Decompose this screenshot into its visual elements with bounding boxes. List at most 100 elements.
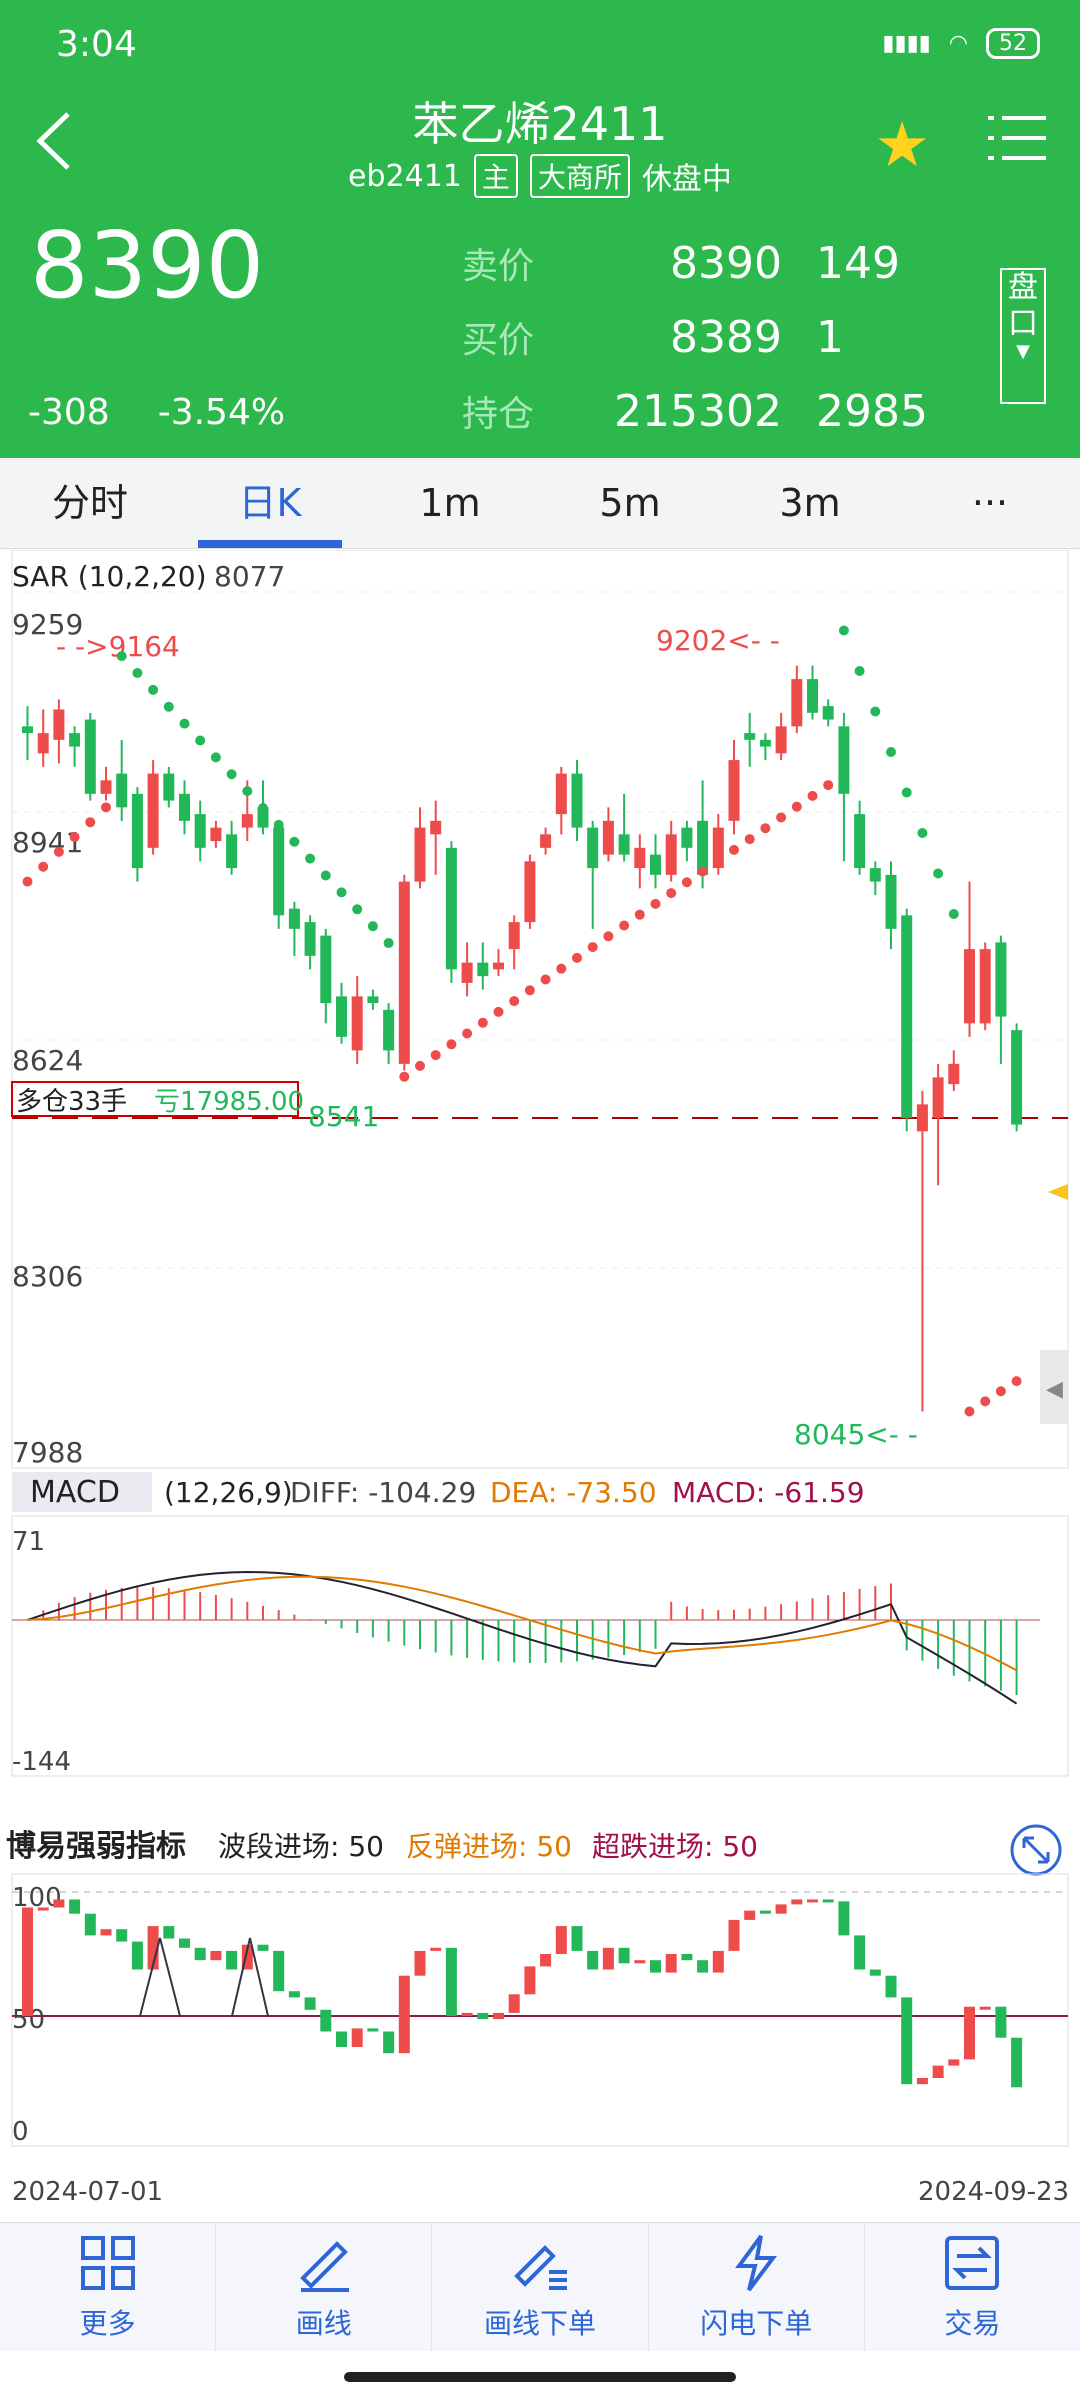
power-bar [210, 1950, 222, 1961]
pankou-button[interactable]: 盘口 ▼ [1000, 268, 1046, 404]
power-bar [37, 1907, 49, 1911]
sar-dot [38, 861, 49, 872]
sar-dot [446, 1039, 457, 1050]
quote-header: 3:04 ▮▮▮▮ ◠ 52 苯乙烯2411 eb2411 主 大商所 休盘中 … [0, 0, 1080, 458]
status-icons: ▮▮▮▮ ◠ 52 [882, 28, 1040, 59]
candle-body [257, 807, 269, 828]
power-bar [477, 2012, 489, 2020]
home-indicator[interactable] [344, 2372, 736, 2382]
chevron-left-icon: ◀ [1046, 1377, 1063, 1402]
sar-dot [226, 769, 237, 780]
tab-3m[interactable]: 3m [779, 481, 841, 525]
sar-dot [22, 876, 33, 887]
collapse-handle[interactable] [1040, 1350, 1068, 1424]
nav-draw-order[interactable]: 画线下单 [432, 2223, 649, 2351]
power-bar [508, 1994, 520, 2013]
power-bar [885, 1975, 897, 1998]
power-a: 波段进场: 50 [218, 1830, 384, 1863]
power-bar [100, 1929, 112, 1936]
macd-tab[interactable] [12, 1472, 152, 1512]
nav-trade[interactable]: 交易 [865, 2223, 1080, 2351]
candle-body [53, 709, 65, 740]
candle-body [916, 1104, 928, 1132]
power-bar [163, 1926, 175, 1939]
bid-volume: 1 [816, 311, 844, 363]
power-bar [351, 2028, 363, 2047]
lightning-icon [735, 2234, 778, 2292]
power-y-100: 100 [12, 1883, 62, 1913]
nav-more[interactable]: 更多 [0, 2223, 217, 2351]
candle-body [351, 996, 363, 1051]
sar-dot [1011, 1376, 1022, 1387]
nav-flash-order[interactable]: 闪电下单 [649, 2223, 865, 2351]
status-time: 3:04 [56, 24, 137, 65]
tab-timeshare[interactable]: 分时 [51, 481, 128, 525]
sar-dot [776, 812, 787, 823]
power-bar [869, 1969, 881, 1976]
kline-chart[interactable]: SAR (10,2,20) 8077 9259 8941 8624 8306 7… [0, 550, 1080, 2220]
back-icon[interactable] [22, 106, 92, 176]
macd-label: MACD [30, 1475, 120, 1510]
sar-dot [901, 787, 912, 798]
menu-icon[interactable] [988, 110, 1046, 166]
sar-dot [462, 1028, 473, 1039]
power-bar [336, 2031, 347, 2047]
sar-dot [619, 920, 630, 931]
market-status: 休盘中 [641, 162, 732, 197]
candle-body [273, 827, 285, 916]
power-bar [288, 1991, 300, 1998]
sar-dot [964, 1406, 975, 1417]
main-chart-frame [11, 550, 1069, 1469]
oi-change: 2985 [816, 385, 928, 437]
nav-flash-label: 闪电下单 [700, 2307, 813, 2340]
candle-body [791, 679, 803, 727]
candle-body [555, 773, 567, 815]
power-bar [979, 2006, 991, 2010]
sar-value: 8077 [214, 560, 285, 593]
oi-label: 持仓 [462, 394, 535, 435]
candle-body [587, 827, 599, 869]
power-bar [602, 1947, 614, 1970]
power-bar [414, 1950, 426, 1976]
power-bar [304, 1997, 316, 2010]
sar-dot [352, 904, 363, 915]
power-bar [226, 1950, 238, 1970]
candle-body [681, 827, 693, 848]
candle-body [461, 962, 473, 983]
candle-body [932, 1077, 944, 1118]
candle-body [304, 922, 316, 956]
position-box[interactable] [11, 1081, 299, 1117]
power-b: 反弹进场: 50 [406, 1830, 572, 1863]
candle-body [163, 773, 175, 801]
macd-frame [11, 1515, 1069, 1777]
pnl-label: 亏17985.00 [154, 1087, 304, 1117]
sar-dot [101, 802, 111, 813]
candle-body [822, 706, 834, 720]
power-bar [665, 1954, 677, 1973]
sar-dot [242, 786, 253, 797]
power-bar [22, 1907, 33, 2016]
sar-dot [289, 836, 300, 847]
tab-daily-k[interactable]: 日K [180, 458, 360, 548]
date-start: 2024-07-01 [12, 2177, 163, 2207]
tab-1m[interactable]: 1m [419, 481, 481, 525]
nav-draw-line[interactable]: 画线 [216, 2223, 433, 2351]
sar-dot [430, 1050, 441, 1061]
candle-body [807, 679, 818, 713]
power-bar [822, 1899, 834, 1903]
power-bar [634, 1960, 646, 1964]
sar-dot [367, 921, 378, 932]
candle-body [854, 814, 866, 869]
sar-dot [603, 931, 614, 942]
candle-body [650, 854, 661, 875]
macd-params: (12,26,9) [164, 1476, 293, 1509]
power-bar [932, 2065, 944, 2078]
power-bar [147, 1926, 159, 1970]
power-bar [131, 1941, 143, 1970]
more-tabs-icon[interactable]: ··· [971, 481, 1009, 525]
favorite-star-icon[interactable]: ★ [874, 108, 930, 181]
sar-dot [791, 801, 802, 812]
candle-body [147, 773, 159, 848]
tab-5m[interactable]: 5m [599, 481, 661, 525]
power-bar [618, 1947, 630, 1964]
